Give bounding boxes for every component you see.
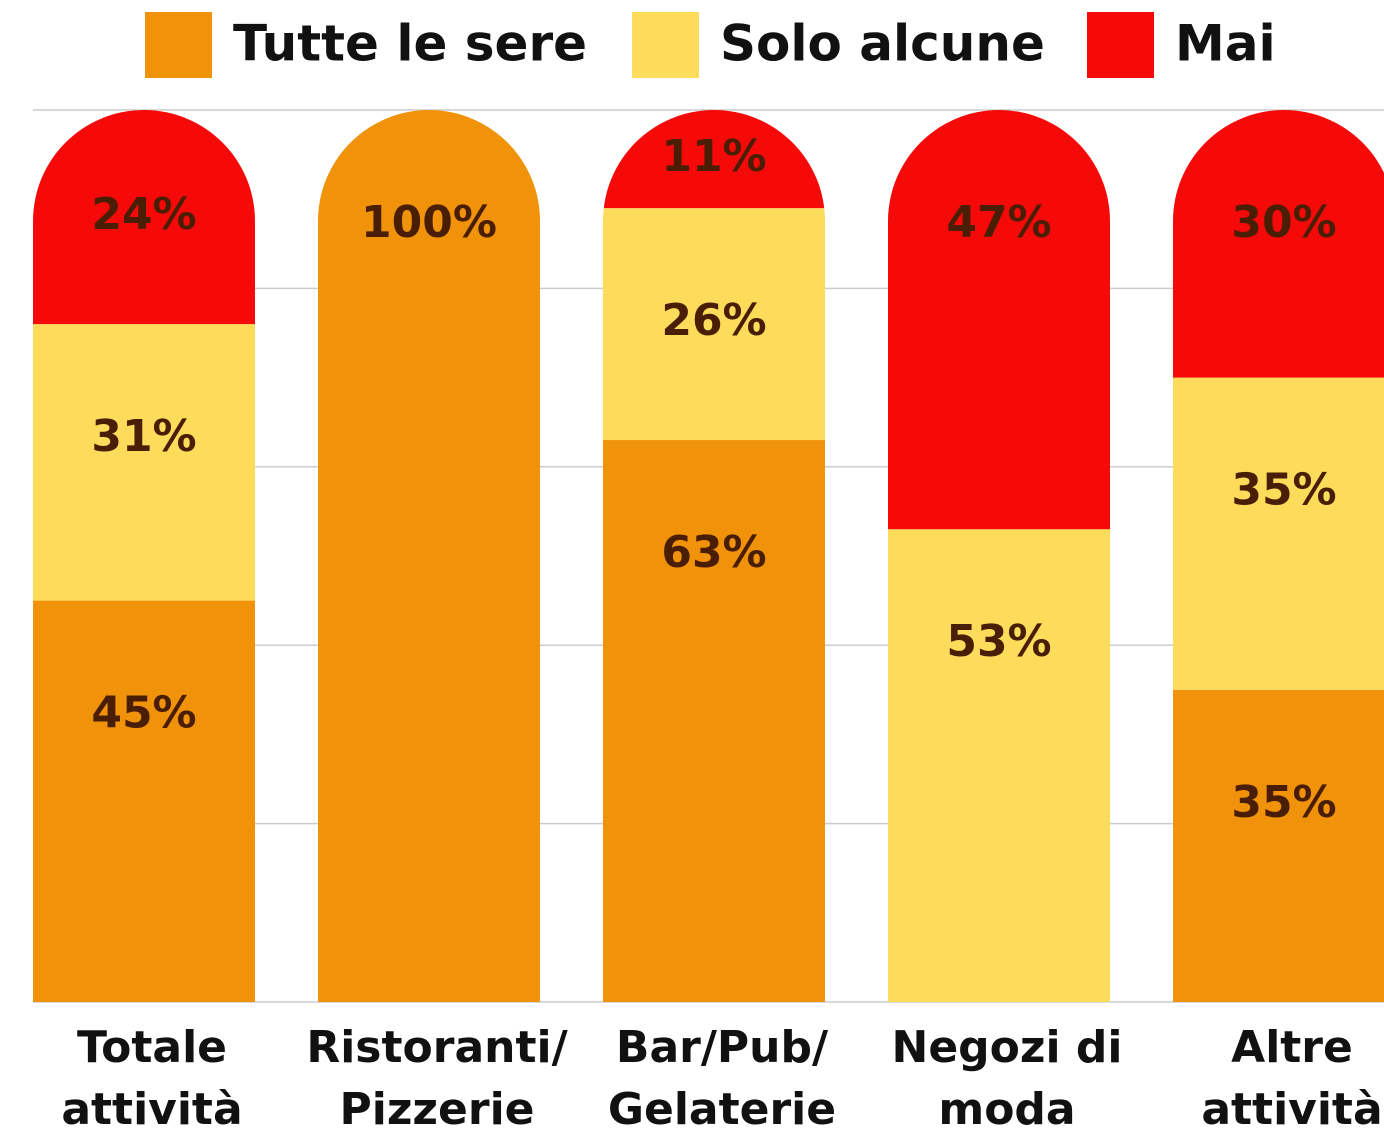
bar-group	[603, 110, 825, 1002]
bar-segment	[603, 440, 825, 1002]
value-label: 24%	[91, 189, 196, 240]
value-label: 11%	[661, 131, 766, 182]
bar-segment	[1173, 110, 1384, 378]
bar-segment	[603, 208, 825, 441]
value-label: 35%	[1231, 777, 1336, 828]
legend-swatch	[632, 12, 699, 78]
bar-segment	[888, 110, 1110, 530]
x-tick-label: Totale attività	[61, 1022, 242, 1135]
bar-group	[33, 110, 255, 1002]
bar-segment	[1173, 377, 1384, 690]
value-label: 45%	[91, 688, 196, 739]
legend-label: Mai	[1175, 15, 1276, 73]
value-label: 100%	[361, 197, 497, 248]
x-tick-label: Altre attività	[1201, 1022, 1382, 1135]
bar-segment	[33, 600, 255, 1002]
bar-segment	[33, 324, 255, 601]
bar-segment	[888, 529, 1110, 1002]
x-tick-label: Bar/Pub/Gelaterie	[608, 1022, 836, 1135]
value-label: 53%	[946, 616, 1051, 667]
value-label: 35%	[1231, 465, 1336, 516]
value-label: 31%	[91, 411, 196, 462]
value-label: 63%	[661, 527, 766, 578]
x-tick-label: Negozi di moda	[892, 1022, 1123, 1135]
bar-group	[888, 110, 1110, 1002]
legend-swatch	[1087, 12, 1154, 78]
bar-segment	[33, 110, 255, 325]
value-label: 30%	[1231, 197, 1336, 248]
legend-label: Tutte le sere	[233, 15, 587, 73]
value-label: 26%	[661, 295, 766, 346]
bar-segment	[318, 110, 540, 1002]
legend-swatch	[145, 12, 212, 78]
bar-group	[1173, 110, 1384, 1002]
bar-group	[318, 110, 540, 1002]
bar-segment	[1173, 689, 1384, 1002]
x-tick-label: Ristoranti/Pizzerie	[306, 1022, 568, 1135]
value-label: 47%	[946, 197, 1051, 248]
legend-label: Solo alcune	[720, 15, 1045, 73]
